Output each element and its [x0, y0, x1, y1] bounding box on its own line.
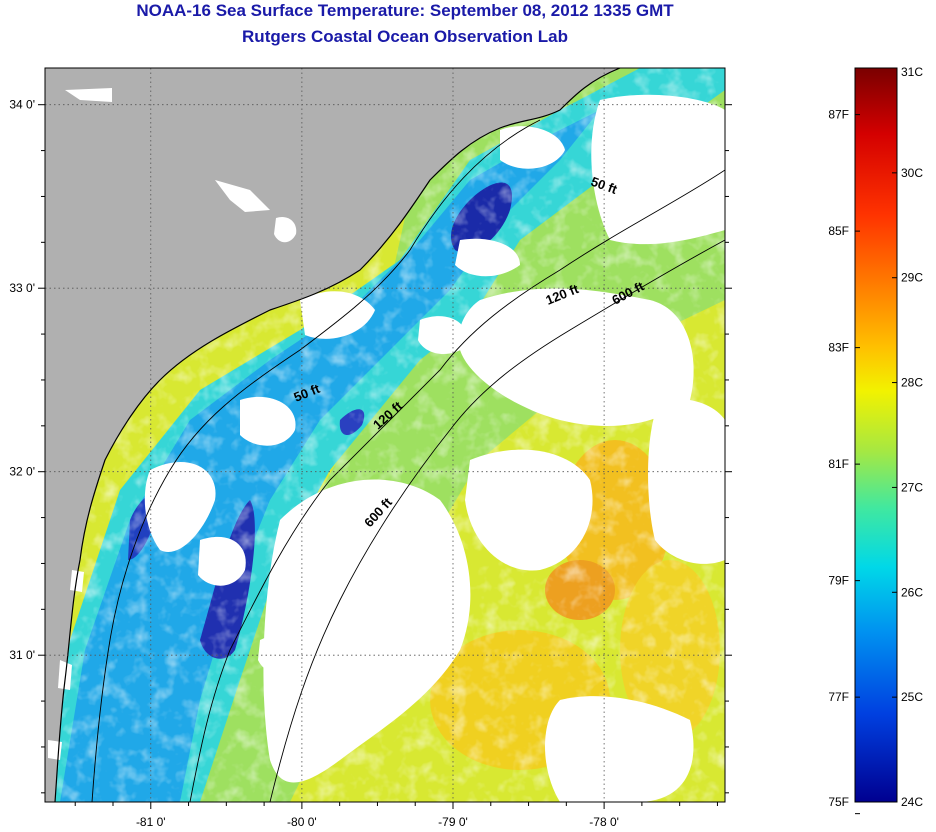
colorbar-celsius-label: 30C: [901, 166, 923, 180]
colorbar-celsius-label: 25C: [901, 690, 923, 704]
lat-tick-label: 33 0': [9, 281, 35, 295]
isobath-50ft: [91, 119, 541, 802]
map-frame: [44, 67, 726, 803]
lon-tick-label: -78 0': [589, 815, 619, 829]
colorbar-fahrenheit-label: 85F: [828, 224, 849, 238]
colorbar-celsius-label: 31C: [901, 65, 923, 79]
colorbar-fahrenheit-label: 79F: [828, 574, 849, 588]
lat-tick-label: 31 0': [9, 648, 35, 662]
colorbar-celsius-label: 26C: [901, 585, 923, 599]
colorbar-fahrenheit-label: 75F: [828, 795, 849, 809]
colorbar-scale: [854, 67, 898, 803]
colorbar: 31C 30C 29C 28C 27C 26C 25C 24C 87F 85F 83F 81F 79F 7…: [828, 65, 923, 815]
lon-tick-label: -81 0': [136, 815, 166, 829]
lon-tick-label: -80 0': [287, 815, 317, 829]
lon-tick-label: -79 0': [438, 815, 468, 829]
lat-tick-label: 32 0': [9, 465, 35, 479]
isobath-120ft: [189, 169, 725, 802]
colorbar-fahrenheit-label: 83F: [828, 341, 849, 355]
colorbar-celsius-label: 29C: [901, 271, 923, 285]
colorbar-fahrenheit-label: 81F: [828, 457, 849, 471]
land-mass: [45, 68, 620, 802]
colorbar-fahrenheit-label: 77F: [828, 690, 849, 704]
lat-tick-label: 34 0': [9, 98, 35, 112]
coastline: [54, 68, 621, 802]
colorbar-celsius-label: 28C: [901, 376, 923, 390]
map-title: NOAA-16 Sea Surface Temperature: Septemb…: [136, 1, 674, 20]
lat-lon-grid: [45, 68, 725, 802]
colorbar-celsius-label: 27C: [901, 480, 923, 494]
isobath-600ft: [269, 239, 725, 802]
map-panel: [45, 68, 725, 802]
colorbar-celsius-label: 24C: [901, 795, 923, 809]
map-axes: 34 0' 33 0' 32 0' 31 0' -81 0' -80 0' -79 0' -7…: [9, 98, 732, 829]
colorbar-fahrenheit-label: 87F: [828, 108, 849, 122]
map-subtitle: Rutgers Coastal Ocean Observation Lab: [242, 27, 568, 46]
